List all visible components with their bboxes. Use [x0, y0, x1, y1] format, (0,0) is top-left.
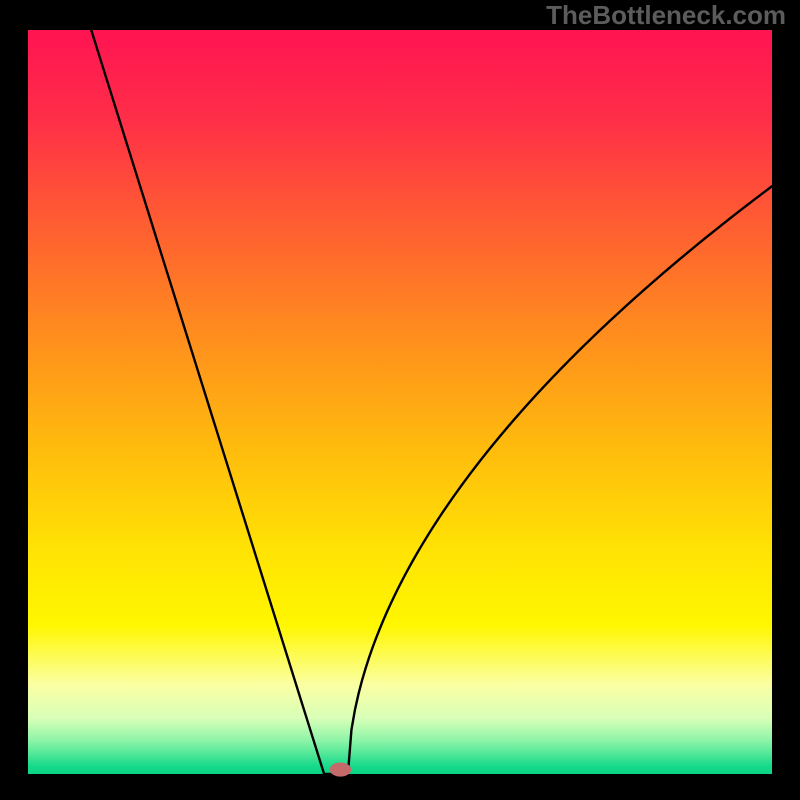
chart-container: TheBottleneck.com — [0, 0, 800, 800]
plot-area — [28, 30, 772, 774]
bottleneck-chart — [0, 0, 800, 800]
optimal-point-marker — [330, 762, 352, 776]
watermark-text: TheBottleneck.com — [546, 0, 786, 31]
